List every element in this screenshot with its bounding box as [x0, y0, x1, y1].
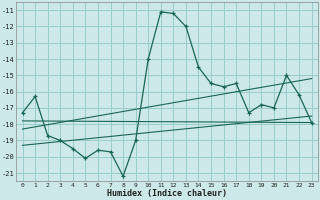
- X-axis label: Humidex (Indice chaleur): Humidex (Indice chaleur): [107, 189, 227, 198]
